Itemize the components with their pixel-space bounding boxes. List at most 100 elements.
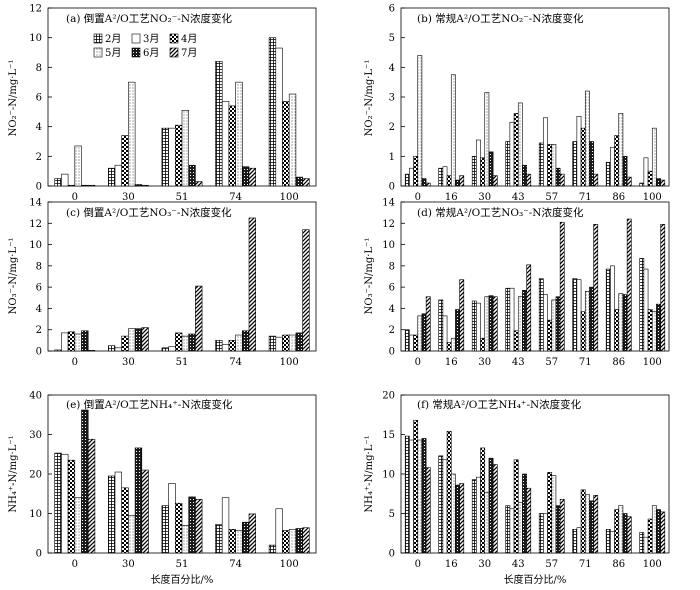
legend-label: 2月 [105,33,121,45]
panel-d-bar [605,268,611,352]
panel-c-bar [268,335,277,352]
panel-d-category-label: 16 [445,357,458,368]
legend-swatch [169,33,179,44]
panel-d-bar [484,296,490,352]
panel-e: (e) 倒置A²/O工艺NH₄⁺-N浓度变化 0 10 20 30 40 NH₄⁺-N/m… [8,391,317,570]
panel-d-bar [593,224,599,352]
panel-f-bar [639,532,645,554]
panel-e-bar [215,524,223,554]
panel-e-bar [134,447,143,554]
panel-c-bar [248,217,256,352]
panel-d-bar [417,315,423,352]
panel-a-bar [161,127,169,187]
panel-f-bar [480,447,486,554]
panel-f-bar [643,536,649,554]
panel-c-bar [175,332,183,352]
panel-e-category-label: 30 [122,559,135,570]
panel-d-bar [614,309,620,352]
panel-b-bar [610,147,615,187]
panel-f-bar [421,438,427,554]
panel-f-bar [593,495,599,554]
panel-f-ytick-label: 0 [389,549,395,560]
panel-c-bar [87,350,96,352]
panel-b-bar [522,164,527,187]
panel-f-bar [626,516,632,554]
panel-b-bar [647,170,653,187]
panel-b-category-label: 30 [478,192,491,203]
panel-e-bar [221,497,230,554]
panel-d-bar [643,268,649,352]
panel-b-bar [425,182,431,187]
panel-b-category-label: 43 [512,192,525,203]
panel-a-y-axis-label: NO₂⁻-N/mg·L⁻¹ [8,60,19,137]
panel-a-bar [295,176,303,187]
panel-f-category-label: 57 [545,559,558,570]
panel-e-bar [282,530,290,554]
panel-d-bar [480,337,486,352]
panel-b-ytick-label: 4 [389,63,395,74]
panel-b-bar [455,179,460,187]
panel-d-bar [626,218,632,352]
panel-a-bar [195,181,203,187]
panel-f-ytick-label: 10 [382,470,395,481]
panel-a-ytick-label: 8 [36,63,42,74]
panel-a-bar [268,37,277,187]
panel-f-bar [610,531,615,554]
panel-b-y-axis-label: NO₂⁻-N/mg·L⁻¹ [364,60,375,137]
panel-a-bar [282,101,290,187]
panel-e-bar [81,409,89,554]
panel-f-category-label: 43 [512,559,525,570]
panel-a-bar [215,61,223,187]
panel-f-bar [622,513,628,554]
panel-c-bar [188,333,196,352]
panel-e-bar [121,487,129,554]
panel-b-bar [509,121,515,187]
panel-f-title: (f) 常规A²/O工艺NH₄⁺-N浓度变化 [417,398,582,411]
panel-d-bar [576,279,582,352]
panel-c-category-label: 0 [72,357,78,368]
legend-swatch [131,47,141,58]
panel-a-bar [168,127,176,187]
panel-d-bar [450,337,456,352]
panel-e-bar [161,505,169,554]
panel-b-category-label: 86 [612,192,625,203]
panel-e-bar [228,528,236,554]
panel-e-bar [175,502,183,554]
panel-e-bar [295,528,303,554]
panel-c-title: (c) 倒置A²/O工艺NO₃⁻-N浓度变化 [66,206,232,219]
panel-c-bar [81,330,89,352]
panel-c-category-label: 100 [280,357,299,368]
panel-c-bar [54,349,62,352]
panel-b-category-label: 57 [545,192,558,203]
panel-d-bar [639,258,645,352]
panel-c-bar [221,344,230,352]
panel-f: (f) 常规A²/O工艺NH₄⁺-N浓度变化 0 5 10 15 20 NH₄⁺-N/mg… [364,391,670,570]
panel-c-bar [228,340,236,352]
panel-c-bar [61,332,69,352]
panel-d-ytick-label: 8 [389,261,395,272]
panel-d-bar [656,303,661,352]
panel-b-bar [517,102,523,187]
panel-f-bar [572,528,578,554]
panel-e-bar [141,469,149,554]
panel-d-bar [442,315,448,352]
panel-d-category-label: 0 [415,357,421,368]
panel-d-bar [580,311,586,352]
panel-a-bar [121,135,129,187]
panel-a-ytick-label: 2 [36,152,42,163]
panel-c-bar [134,328,143,352]
panel-b-bar [409,167,414,187]
panel-f-bar [656,509,661,554]
panel-a-bar [228,105,236,187]
panel-d-bar [555,296,561,352]
panel-b-bar [589,141,594,187]
panel-d-bar [488,295,494,352]
panel-e-bar [87,438,96,554]
panel-d-bar [509,287,515,352]
panel-b-bar [450,74,456,187]
panel-b-bar [614,135,620,187]
panel-b-ytick-label: 2 [389,122,395,133]
panel-b-bar [417,55,423,187]
panel-a-category-label: 100 [280,192,299,203]
panel-a-category-label: 51 [176,192,189,203]
